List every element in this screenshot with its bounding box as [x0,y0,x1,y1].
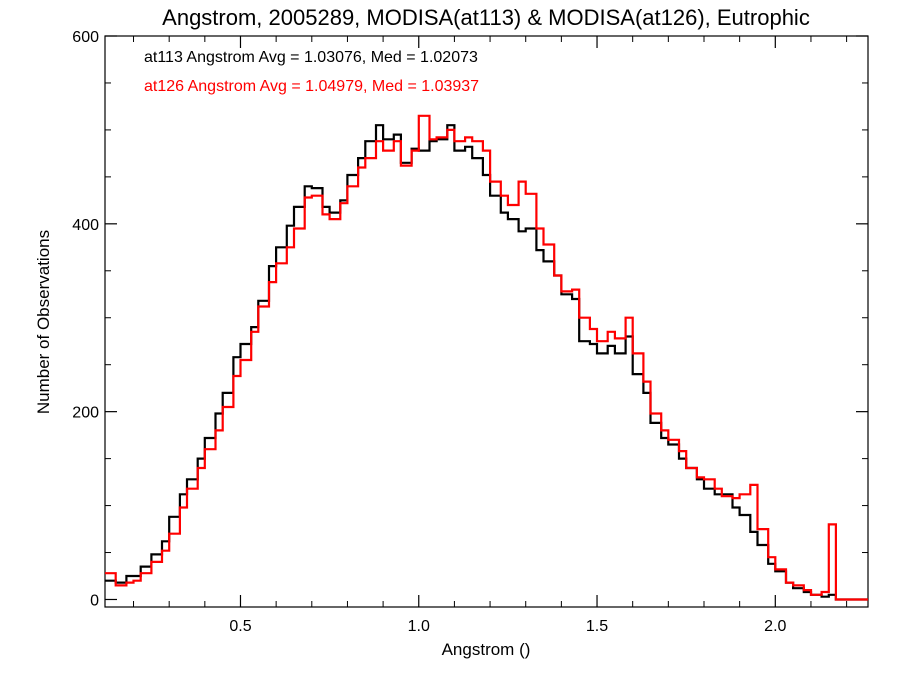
series-layer [105,114,868,601]
series-at126-line [105,114,868,601]
y-tick-label: 400 [72,217,99,234]
annotation-at126: at126 Angstrom Avg = 1.04979, Med = 1.03… [144,78,479,95]
chart-title: Angstrom, 2005289, MODISA(at113) & MODIS… [162,5,810,30]
x-tick-label: 1.0 [408,618,430,635]
x-axis-label: Angstrom () [442,640,531,659]
x-tick-label: 0.5 [229,618,251,635]
x-tick-label: 2.0 [764,618,786,635]
x-tick-label: 1.5 [586,618,608,635]
annotation-at113: at113 Angstrom Avg = 1.03076, Med = 1.02… [144,49,478,66]
y-tick-label: 0 [90,592,99,609]
y-axis-label: Number of Observations [34,230,53,414]
y-tick-label: 200 [72,405,99,422]
axis-ticks: 0.5 1.0 1.5 2.0 0 200 400 600 [72,29,868,635]
y-tick-label: 600 [72,29,99,46]
plot-frame [104,35,869,608]
series-at113-line [105,124,868,601]
